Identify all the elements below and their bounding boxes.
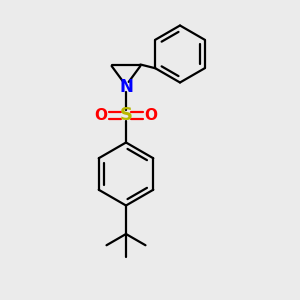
Text: S: S: [119, 106, 133, 124]
Text: O: O: [94, 108, 107, 123]
Text: O: O: [145, 108, 158, 123]
Text: N: N: [119, 78, 133, 96]
